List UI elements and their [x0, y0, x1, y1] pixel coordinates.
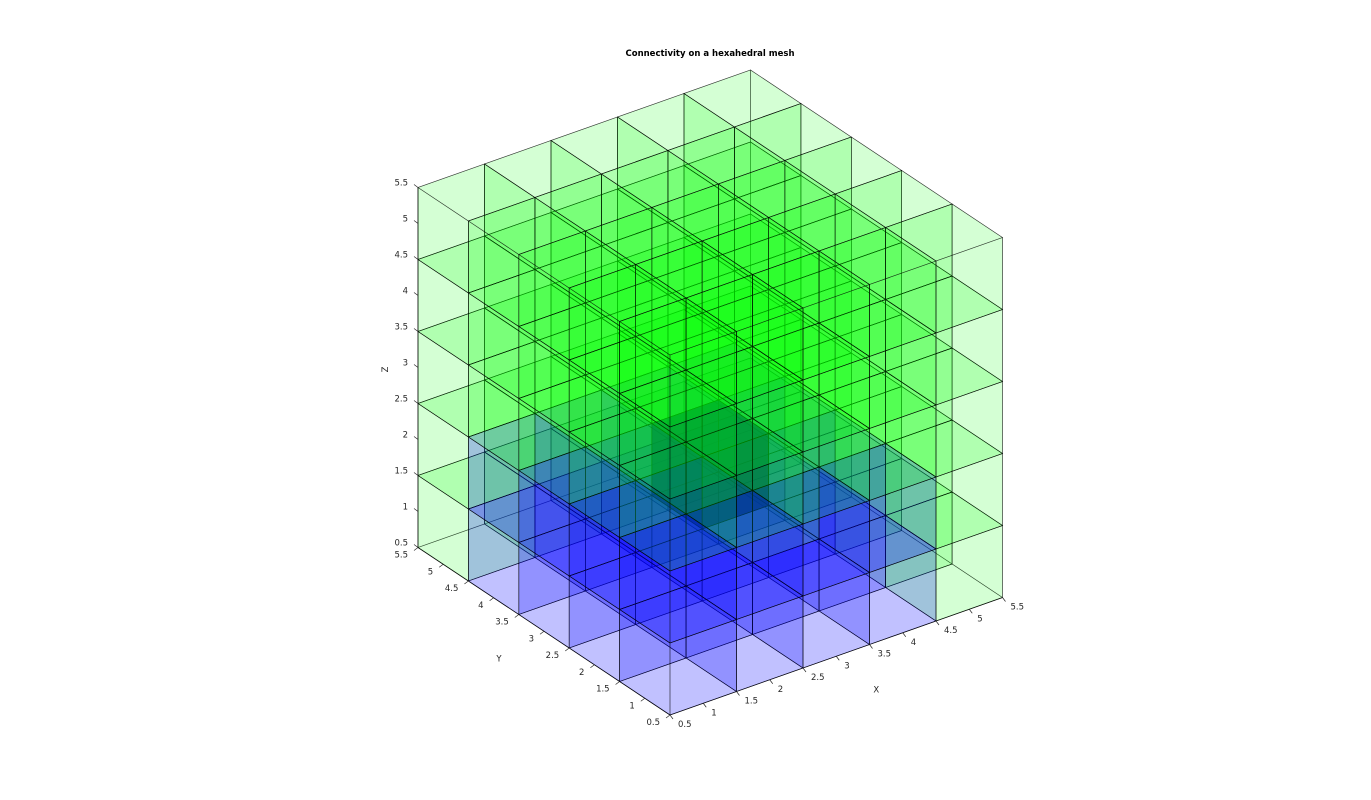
z-tick-label: 1: [403, 503, 408, 513]
y-tick-label: 3: [529, 634, 534, 644]
z-tick-label: 3.5: [394, 323, 408, 333]
z-tick-label: 5: [403, 215, 408, 225]
y-tick-label: 1.5: [596, 685, 610, 695]
y-tick-label: 0.5: [646, 718, 660, 728]
y-tick-label: 5: [428, 567, 433, 577]
y-tick-label: 1: [629, 701, 634, 711]
x-tick-label: 1.5: [745, 697, 759, 707]
x-tick-label: 1: [711, 708, 716, 718]
y-tick-label: 2: [579, 668, 584, 678]
plot-title: Connectivity on a hexahedral mesh: [626, 49, 795, 59]
x-tick-label: 2: [778, 685, 783, 695]
y-axis-label: Y: [495, 654, 502, 664]
x-tick-label: 4.5: [944, 626, 958, 636]
z-tick-label: 1.5: [394, 467, 408, 477]
y-tick-label: 5.5: [394, 551, 408, 561]
x-tick-label: 5.5: [1011, 603, 1025, 613]
x-axis-label: X: [873, 685, 879, 695]
x-tick-label: 5: [977, 614, 982, 624]
z-tick-label: 3: [403, 359, 408, 369]
y-tick-label: 2.5: [546, 651, 560, 661]
y-tick-label: 3.5: [495, 618, 509, 628]
z-tick-label: 2.5: [394, 395, 408, 405]
z-axis-label: Z: [381, 366, 391, 372]
x-tick-label: 4: [911, 638, 916, 648]
z-tick-label: 4.5: [394, 251, 408, 261]
x-tick-label: 2.5: [811, 673, 825, 683]
x-tick-label: 3: [844, 661, 849, 671]
z-tick-label: 5.5: [394, 179, 408, 189]
x-tick-label: 3.5: [878, 650, 892, 660]
y-tick-label: 4: [478, 601, 483, 611]
z-tick-label: 4: [403, 287, 408, 297]
y-tick-label: 4.5: [445, 584, 459, 594]
z-tick-label: 0.5: [394, 539, 408, 549]
x-tick-label: 0.5: [678, 720, 692, 730]
z-tick-label: 2: [403, 431, 408, 441]
